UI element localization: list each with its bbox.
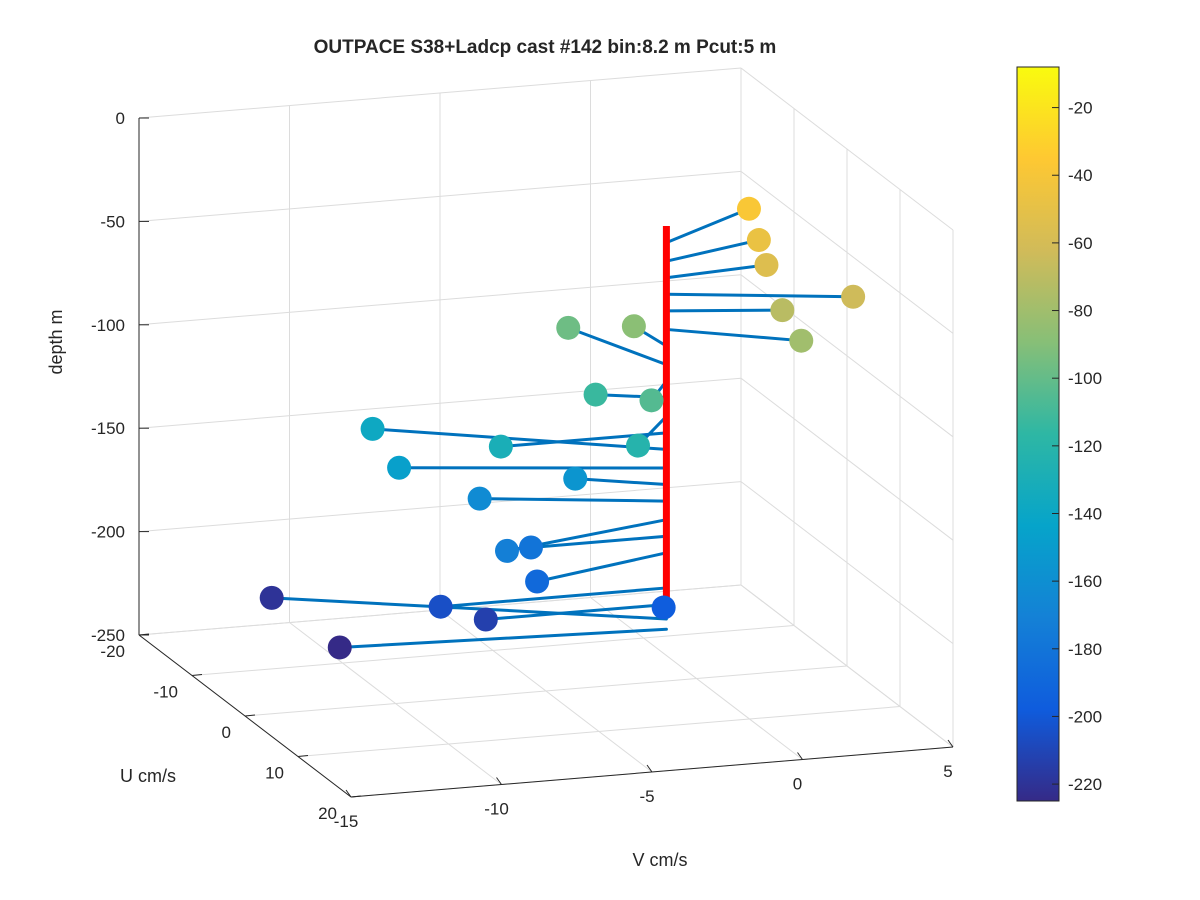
x-tick-label: -10 [484, 800, 509, 819]
z-tick-label: -50 [100, 212, 125, 231]
y-tick-label: 0 [222, 723, 231, 742]
data-point [563, 466, 588, 491]
z-tick-label: -250 [91, 626, 125, 645]
chart-title: OUTPACE S38+Ladcp cast #142 bin:8.2 m Pc… [314, 37, 777, 58]
y-tick-mark [138, 633, 150, 636]
colorbar-tick-label: -220 [1068, 775, 1102, 794]
velocity-stick [270, 596, 668, 621]
data-point [556, 315, 581, 340]
y-tick-label: -20 [100, 642, 125, 661]
data-point [621, 314, 646, 339]
data-point [473, 607, 498, 632]
z-tick-label: -150 [91, 419, 125, 438]
data-point [626, 433, 650, 458]
y-tick-label: 10 [265, 764, 284, 783]
data-point [360, 416, 385, 441]
x-tick-label: 0 [793, 775, 802, 794]
x-axis-label: V cm/s [632, 850, 687, 870]
velocity-stick [664, 292, 855, 299]
data-point [754, 252, 779, 277]
colorbar-tick-label: -180 [1068, 640, 1102, 659]
velocity-stick [484, 602, 668, 621]
velocity-stick [535, 551, 668, 583]
x-tick-label: -5 [639, 787, 654, 806]
axes-box [138, 117, 954, 798]
velocity-stick [566, 326, 668, 367]
velocity-stick [439, 586, 668, 609]
velocity-stick [338, 627, 668, 649]
velocity-stick [573, 477, 668, 487]
data-point [495, 538, 519, 563]
velocity-stick [664, 263, 768, 280]
velocity-stick [664, 238, 761, 263]
x-tick-mark [345, 789, 352, 798]
colorbar-tick-label: -60 [1068, 234, 1093, 253]
x-tick-label: 5 [943, 762, 952, 781]
y-tick-mark [297, 755, 309, 757]
colorbar-ticks: -20 -40 -60 -80 -100 -120 -140 -160 -180 -200 -220 [1052, 99, 1102, 794]
y-axis-label: U cm/s [120, 766, 176, 786]
velocity-stick [529, 534, 668, 549]
grid-line [297, 706, 901, 757]
velocity-stick [371, 427, 668, 451]
colorbar-tick-label: -40 [1068, 166, 1093, 185]
y-tick-mark [350, 795, 362, 798]
data-point [259, 585, 284, 610]
velocity-stick [664, 308, 784, 313]
data-layer [259, 196, 866, 660]
z-axis-label: depth m [46, 309, 66, 374]
colorbar-gradient [1016, 66, 1060, 802]
colorbar-tick-label: -100 [1068, 369, 1102, 388]
data-point [525, 569, 550, 594]
data-point [789, 328, 814, 353]
colorbar: -20 -40 -60 -80 -100 -120 -140 -160 -180 -200 -220 [1016, 66, 1102, 802]
grid-line [244, 665, 848, 717]
data-point [841, 284, 866, 309]
velocity-stick [664, 327, 803, 343]
x-tick-mark [797, 752, 803, 760]
data-point [467, 486, 492, 511]
x-tick-mark [646, 764, 653, 773]
y-tick-label: -10 [153, 683, 178, 702]
x-tick-label: -15 [334, 812, 359, 831]
data-point [770, 298, 795, 323]
colorbar-tick-label: -200 [1068, 707, 1102, 726]
velocity-stick [478, 497, 668, 503]
y-tick-label: 20 [318, 804, 337, 823]
velocity-stick [664, 207, 751, 245]
colorbar-tick-label: -160 [1068, 572, 1102, 591]
y-tick-mark [244, 714, 256, 717]
data-point [387, 455, 412, 480]
tick-labels: 0-50-100-150-200-250-20-1001020-15-10-50… [91, 109, 953, 831]
colorbar-tick-label: -120 [1068, 437, 1102, 456]
x-tick-mark [496, 777, 502, 785]
colorbar-tick-label: -140 [1068, 504, 1102, 523]
data-point [639, 388, 664, 413]
data-point [518, 535, 543, 560]
z-tick-label: -100 [91, 316, 125, 335]
y-tick-mark [191, 674, 203, 676]
data-point [736, 196, 761, 221]
grid-line [191, 625, 795, 676]
data-point [488, 434, 513, 459]
colorbar-tick-label: -80 [1068, 302, 1093, 321]
x-tick-mark [947, 739, 954, 748]
data-point [583, 382, 608, 407]
data-point [746, 228, 771, 253]
colorbar-tick-label: -20 [1068, 99, 1093, 118]
z-tick-label: 0 [116, 109, 125, 128]
data-point [651, 595, 676, 620]
data-point [428, 594, 453, 619]
data-point [327, 635, 352, 660]
z-tick-label: -200 [91, 523, 125, 542]
